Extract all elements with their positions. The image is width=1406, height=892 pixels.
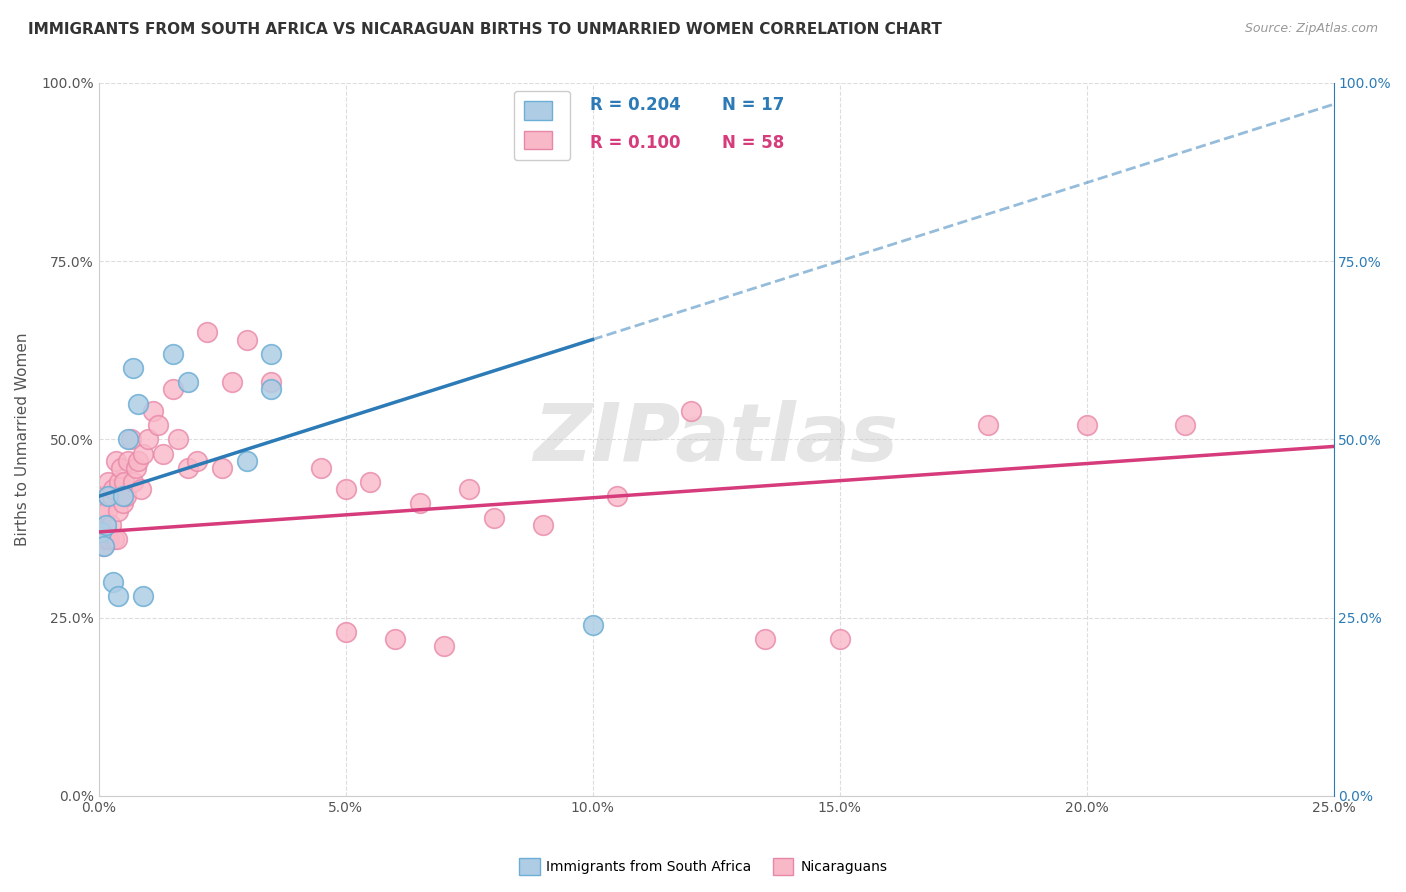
- Text: ZIPatlas: ZIPatlas: [533, 401, 898, 478]
- Point: [408, 496, 430, 510]
- Point: [162, 347, 184, 361]
- Point: [186, 453, 208, 467]
- Point: [681, 404, 703, 418]
- Point: [112, 475, 135, 489]
- Point: [122, 475, 145, 489]
- Point: [176, 460, 198, 475]
- Point: [117, 453, 139, 467]
- Point: [754, 632, 776, 646]
- Point: [129, 482, 152, 496]
- Point: [136, 433, 159, 447]
- Text: N = 17: N = 17: [723, 95, 785, 114]
- Point: [127, 453, 149, 467]
- Text: N = 58: N = 58: [723, 135, 785, 153]
- Point: [107, 503, 129, 517]
- Point: [146, 418, 169, 433]
- Text: IMMIGRANTS FROM SOUTH AFRICA VS NICARAGUAN BIRTHS TO UNMARRIED WOMEN CORRELATION: IMMIGRANTS FROM SOUTH AFRICA VS NICARAGU…: [28, 22, 942, 37]
- Point: [335, 624, 357, 639]
- Point: [384, 632, 406, 646]
- Point: [91, 539, 114, 553]
- Point: [120, 433, 142, 447]
- Point: [103, 482, 125, 496]
- Point: [606, 489, 628, 503]
- Point: [100, 517, 122, 532]
- Point: [104, 453, 127, 467]
- Point: [132, 446, 155, 460]
- Point: [124, 460, 146, 475]
- Point: [93, 539, 115, 553]
- Point: [90, 524, 112, 539]
- Point: [221, 376, 243, 390]
- Point: [97, 489, 120, 503]
- Point: [107, 589, 129, 603]
- Point: [152, 446, 174, 460]
- Point: [195, 326, 218, 340]
- Point: [94, 524, 117, 539]
- Text: Source: ZipAtlas.com: Source: ZipAtlas.com: [1244, 22, 1378, 36]
- Point: [359, 475, 381, 489]
- Point: [114, 489, 136, 503]
- Legend: , : ,: [513, 91, 571, 160]
- Point: [112, 496, 135, 510]
- Point: [176, 376, 198, 390]
- Point: [142, 404, 165, 418]
- Point: [260, 347, 283, 361]
- Point: [103, 574, 125, 589]
- Point: [1076, 418, 1098, 433]
- Point: [309, 460, 332, 475]
- Point: [166, 433, 188, 447]
- Point: [90, 517, 112, 532]
- Point: [105, 532, 128, 546]
- Point: [112, 489, 135, 503]
- Point: [98, 532, 121, 546]
- Point: [96, 503, 118, 517]
- Point: [103, 532, 125, 546]
- Point: [93, 489, 115, 503]
- Point: [117, 433, 139, 447]
- Point: [977, 418, 1000, 433]
- Point: [260, 376, 283, 390]
- Point: [97, 475, 120, 489]
- Point: [433, 639, 456, 653]
- Point: [581, 617, 603, 632]
- Point: [236, 453, 259, 467]
- Point: [101, 489, 124, 503]
- Text: R = 0.100: R = 0.100: [591, 135, 681, 153]
- Point: [110, 460, 132, 475]
- Point: [132, 589, 155, 603]
- Point: [211, 460, 233, 475]
- Text: R = 0.204: R = 0.204: [591, 95, 681, 114]
- Point: [236, 333, 259, 347]
- Point: [458, 482, 481, 496]
- Point: [162, 383, 184, 397]
- Point: [828, 632, 851, 646]
- Point: [127, 397, 149, 411]
- Legend: Immigrants from South Africa, Nicaraguans: Immigrants from South Africa, Nicaraguan…: [513, 853, 893, 880]
- Point: [122, 361, 145, 376]
- Point: [108, 475, 131, 489]
- Point: [260, 383, 283, 397]
- Point: [531, 517, 554, 532]
- Point: [1174, 418, 1197, 433]
- Point: [94, 517, 117, 532]
- Point: [91, 503, 114, 517]
- Point: [93, 532, 115, 546]
- Y-axis label: Births to Unmarried Women: Births to Unmarried Women: [15, 333, 30, 546]
- Point: [335, 482, 357, 496]
- Point: [482, 510, 505, 524]
